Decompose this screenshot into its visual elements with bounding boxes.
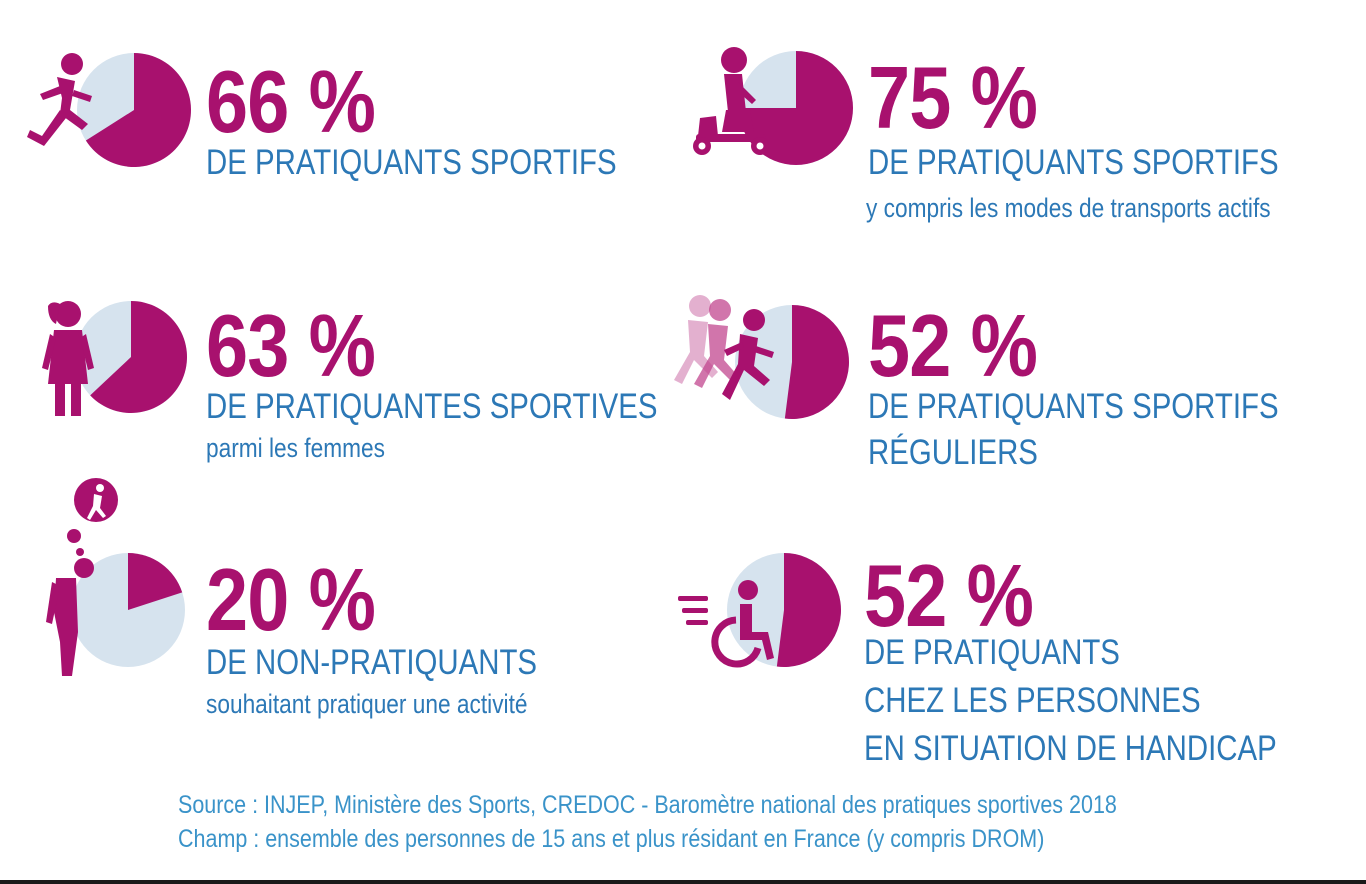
percent-value: 75 % [868, 48, 1038, 147]
pie-chart [71, 553, 185, 667]
wheelchair-icon [678, 580, 774, 668]
pie-slice [784, 305, 849, 419]
stat-label-line: CHEZ LES PERSONNES [864, 681, 1201, 720]
stat-label-line: DE PRATIQUANTS SPORTIFS [206, 143, 617, 182]
pie-slice [739, 51, 853, 165]
pie-slice [776, 553, 841, 667]
pie-slice [90, 301, 187, 413]
percent-value: 66 % [206, 52, 376, 151]
bottom-divider [0, 880, 1366, 884]
stat-label-line: EN SITUATION DE HANDICAP [864, 729, 1277, 768]
stat-label-line: DE NON-PRATIQUANTS [206, 643, 538, 682]
percent-value: 20 % [206, 550, 376, 649]
scooter-rider-icon [693, 47, 769, 155]
stat-label-line: DE PRATIQUANTES SPORTIVES [206, 387, 658, 426]
stat-label-line: DE PRATIQUANTS SPORTIFS [868, 143, 1279, 182]
pie-chart [739, 51, 853, 165]
pie-slice [85, 53, 191, 168]
stat-subtitle: y compris les modes de transports actifs [866, 193, 1271, 223]
percent-value: 63 % [206, 296, 376, 395]
stat-subtitle: parmi les femmes [206, 433, 385, 463]
runner-icon [27, 53, 92, 146]
thinking-person-icon [46, 478, 118, 676]
scope-note: Champ : ensemble des personnes de 15 ans… [178, 825, 1045, 853]
pie-chart [735, 305, 849, 419]
runners-group-icon [674, 295, 774, 400]
pie-chart [75, 301, 187, 413]
stat-subtitle: souhaitant pratiquer une activité [206, 689, 528, 719]
woman-icon [42, 301, 94, 416]
percent-value: 52 % [868, 296, 1038, 395]
stat-label-line: DE PRATIQUANTS SPORTIFS [868, 387, 1279, 426]
stat-label-line: DE PRATIQUANTS [864, 633, 1120, 672]
source-note: Source : INJEP, Ministère des Sports, CR… [178, 791, 1117, 819]
percent-value: 52 % [864, 546, 1034, 645]
pie-chart [77, 53, 191, 168]
pie-slice [128, 553, 183, 610]
stat-label-line: RÉGULIERS [868, 433, 1038, 472]
